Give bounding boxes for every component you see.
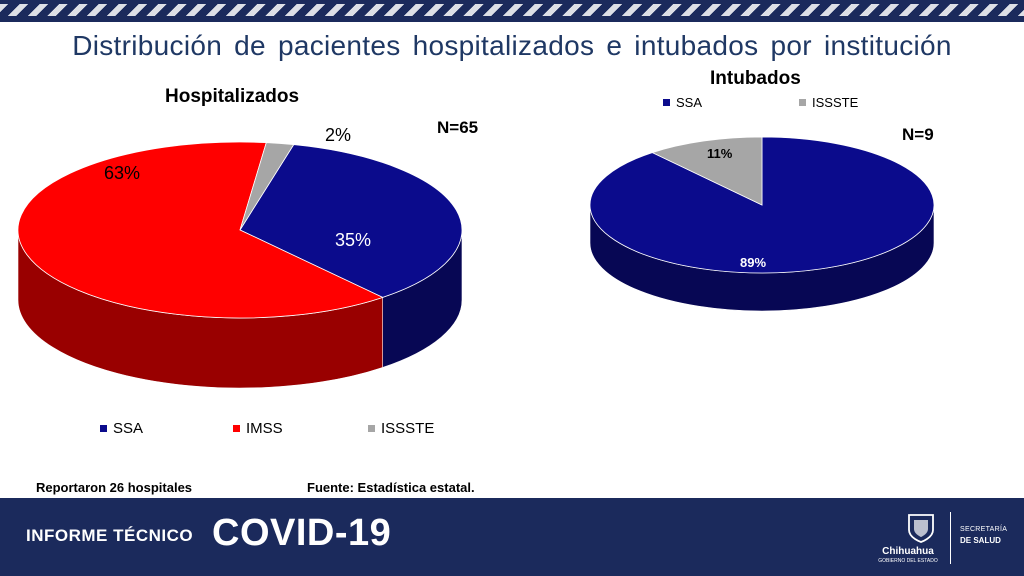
legend-swatch-ssa [100, 425, 107, 432]
pie-chart-intubados [589, 136, 935, 312]
pie-slice-issste [239, 142, 295, 231]
legend-label-issste: ISSSTE [381, 420, 435, 437]
legend-label-ssa: SSA [113, 420, 144, 437]
slice-label-ssa-intubados: 89% [740, 255, 767, 270]
logo-name: Chihuahua [882, 546, 934, 557]
legend-swatch-issste-intubados [799, 99, 806, 106]
pie-chart-hospitalizados [17, 141, 463, 389]
n-label-hospitalizados: N=65 [437, 118, 479, 137]
chart-title-intubados: Intubados [710, 68, 801, 89]
legend-item-issste: ISSSTE [368, 420, 434, 437]
legend-label-ssa-intubados: SSA [676, 95, 703, 110]
pie-slice-ssa [239, 144, 463, 298]
covid-label: COVID-19 [212, 512, 392, 554]
legend-swatch-ssa-intubados [663, 99, 670, 106]
logo-subtitle: GOBIERNO DEL ESTADO [878, 558, 938, 564]
top-stripe [0, 0, 1024, 22]
legend-swatch-issste [368, 425, 375, 432]
legend-label-imss: IMSS [246, 420, 283, 437]
legend-item-ssa-intubados: SSA [663, 95, 702, 110]
footnote-source: Fuente: Estadística estatal. [307, 480, 475, 495]
pie-slice-imss [17, 141, 384, 319]
secretaria-line1: SECRETARÍA [960, 526, 1008, 533]
pie-slice-issste [651, 136, 763, 206]
slice-label-ssa: 35% [335, 230, 372, 250]
legend-label-issste-intubados: ISSSTE [812, 95, 859, 110]
legend-item-imss: IMSS [233, 420, 283, 437]
footnote-hospitals: Reportaron 26 hospitales [36, 480, 193, 495]
n-label-intubados: N=9 [902, 125, 934, 144]
footer-bar: INFORME TÉCNICO COVID-19 Chihuahua GOBIE… [0, 498, 1024, 576]
slice-label-issste-intubados: 11% [707, 146, 733, 161]
legend-item-issste-intubados: ISSSTE [799, 95, 858, 110]
secretaria-line2: DE SALUD [960, 536, 1001, 545]
footer-divider [950, 512, 951, 564]
stripe-pattern [0, 4, 1024, 16]
report-label: INFORME TÉCNICO [26, 526, 194, 545]
slice-label-imss: 63% [104, 163, 141, 183]
page-title: Distribución de pacientes hospitalizados… [72, 30, 952, 61]
legend-swatch-imss [233, 425, 240, 432]
legend-item-ssa: SSA [100, 420, 143, 437]
chihuahua-shield-icon [908, 514, 934, 543]
slice-label-issste: 2% [325, 125, 352, 145]
chart-title-hospitalizados: Hospitalizados [165, 86, 300, 107]
